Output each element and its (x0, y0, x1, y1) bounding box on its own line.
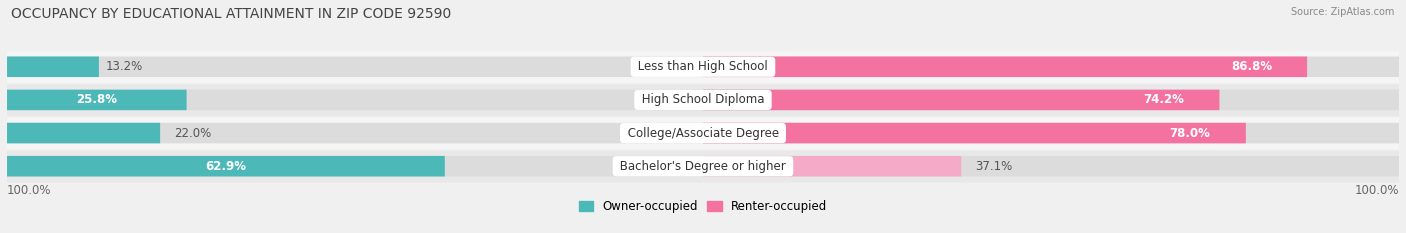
FancyBboxPatch shape (703, 156, 1399, 176)
Text: 86.8%: 86.8% (1230, 60, 1272, 73)
FancyBboxPatch shape (7, 117, 1399, 149)
FancyBboxPatch shape (703, 57, 1399, 77)
Text: 74.2%: 74.2% (1143, 93, 1184, 106)
FancyBboxPatch shape (7, 156, 703, 176)
FancyBboxPatch shape (703, 57, 1308, 77)
Text: 22.0%: 22.0% (174, 127, 211, 140)
Text: Source: ZipAtlas.com: Source: ZipAtlas.com (1291, 7, 1395, 17)
FancyBboxPatch shape (7, 156, 444, 176)
Text: High School Diploma: High School Diploma (638, 93, 768, 106)
Text: 25.8%: 25.8% (76, 93, 117, 106)
Text: 37.1%: 37.1% (976, 160, 1012, 173)
Text: 78.0%: 78.0% (1170, 127, 1211, 140)
Text: College/Associate Degree: College/Associate Degree (624, 127, 782, 140)
FancyBboxPatch shape (7, 90, 703, 110)
Text: OCCUPANCY BY EDUCATIONAL ATTAINMENT IN ZIP CODE 92590: OCCUPANCY BY EDUCATIONAL ATTAINMENT IN Z… (11, 7, 451, 21)
FancyBboxPatch shape (703, 123, 1399, 143)
FancyBboxPatch shape (7, 51, 1399, 83)
FancyBboxPatch shape (7, 90, 187, 110)
FancyBboxPatch shape (7, 57, 98, 77)
FancyBboxPatch shape (7, 123, 703, 143)
FancyBboxPatch shape (703, 123, 1246, 143)
FancyBboxPatch shape (7, 123, 160, 143)
FancyBboxPatch shape (703, 90, 1399, 110)
Text: 100.0%: 100.0% (1354, 184, 1399, 197)
Text: 100.0%: 100.0% (7, 184, 52, 197)
FancyBboxPatch shape (7, 151, 1399, 182)
Text: 62.9%: 62.9% (205, 160, 246, 173)
FancyBboxPatch shape (703, 156, 962, 176)
Text: Less than High School: Less than High School (634, 60, 772, 73)
FancyBboxPatch shape (703, 90, 1219, 110)
FancyBboxPatch shape (7, 84, 1399, 116)
Text: 13.2%: 13.2% (105, 60, 143, 73)
Legend: Owner-occupied, Renter-occupied: Owner-occupied, Renter-occupied (574, 195, 832, 218)
FancyBboxPatch shape (7, 57, 703, 77)
Text: Bachelor's Degree or higher: Bachelor's Degree or higher (616, 160, 790, 173)
